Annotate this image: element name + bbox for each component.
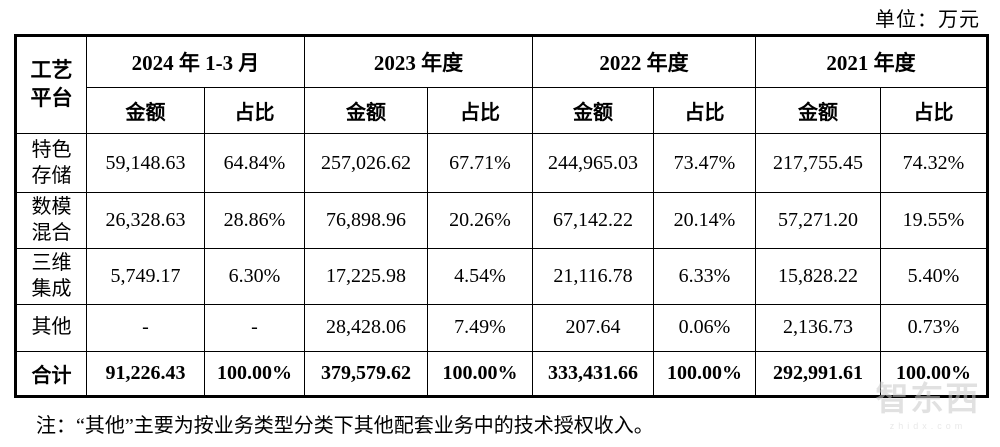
row-label: 三维集成 (15, 247, 87, 305)
table-cell: 57,271.20 (755, 192, 881, 249)
subheader-amount-2024: 金额 (86, 87, 205, 134)
table-cell: 100.00% (204, 350, 305, 397)
table-cell: 292,991.61 (755, 350, 881, 397)
table-row-other: 其他 - - 28,428.06 7.49% 207.64 0.06% 2,13… (15, 303, 988, 352)
table-cell: 20.26% (427, 192, 533, 249)
table-cell: 28.86% (204, 192, 305, 249)
col-group-2024-q1: 2024 年 1-3 月 (86, 35, 305, 88)
row-label: 其他 (15, 303, 87, 352)
table-cell: 64.84% (204, 133, 305, 193)
table-cell: 217,755.45 (755, 133, 881, 193)
table-cell: - (86, 303, 205, 352)
row-label: 特色存储 (15, 133, 87, 193)
table-cell: 20.14% (653, 192, 756, 249)
table-row-3d-integration: 三维集成 5,749.17 6.30% 17,225.98 4.54% 21,1… (15, 247, 988, 305)
table-cell: 17,225.98 (304, 247, 428, 305)
footnote: 注：“其他”主要为按业务类型分类下其他配套业务中的技术授权收入。 (36, 415, 654, 437)
watermark-domain: zhidx.com (889, 420, 967, 431)
table-cell: 2,136.73 (755, 303, 881, 352)
table-row-special-storage: 特色存储 59,148.63 64.84% 257,026.62 67.71% … (15, 133, 988, 193)
table-cell: 15,828.22 (755, 247, 881, 305)
table-cell: 100.00% (653, 350, 756, 397)
table-cell: 100.00% (427, 350, 533, 397)
table-row-total: 合计 91,226.43 100.00% 379,579.62 100.00% … (15, 350, 988, 397)
table-cell: - (204, 303, 305, 352)
table-cell: 67,142.22 (532, 192, 654, 249)
process-platform-revenue-table: 工艺平台 2024 年 1-3 月 2023 年度 2022 年度 2021 年… (14, 34, 989, 398)
table-cell: 333,431.66 (532, 350, 654, 397)
table-cell: 7.49% (427, 303, 533, 352)
subheader-amount-2021: 金额 (755, 87, 881, 134)
table-cell: 67.71% (427, 133, 533, 193)
table-cell: 0.06% (653, 303, 756, 352)
table-cell: 5.40% (880, 247, 988, 305)
subheader-ratio-2022: 占比 (653, 87, 756, 134)
table-cell: 26,328.63 (86, 192, 205, 249)
table-row-mixed-signal: 数模混合 26,328.63 28.86% 76,898.96 20.26% 6… (15, 192, 988, 249)
table-cell: 257,026.62 (304, 133, 428, 193)
table-cell: 73.47% (653, 133, 756, 193)
subheader-ratio-2023: 占比 (427, 87, 533, 134)
row-label-total: 合计 (15, 350, 87, 397)
subheader-ratio-2024: 占比 (204, 87, 305, 134)
table-cell: 74.32% (880, 133, 988, 193)
table-cell: 6.30% (204, 247, 305, 305)
table-cell: 244,965.03 (532, 133, 654, 193)
subheader-amount-2022: 金额 (532, 87, 654, 134)
table-cell: 6.33% (653, 247, 756, 305)
table-cell: 91,226.43 (86, 350, 205, 397)
table-cell: 379,579.62 (304, 350, 428, 397)
row-label: 数模混合 (15, 192, 87, 249)
table-cell: 100.00% (880, 350, 988, 397)
header-row-subheaders: 金额 占比 金额 占比 金额 占比 金额 占比 (16, 87, 988, 134)
col-group-2022: 2022 年度 (532, 35, 756, 88)
header-row-years: 工艺平台 2024 年 1-3 月 2023 年度 2022 年度 2021 年… (15, 35, 988, 134)
corner-header-process-platform: 工艺平台 (15, 35, 87, 134)
table-cell: 21,116.78 (532, 247, 654, 305)
table-cell: 4.54% (427, 247, 533, 305)
subheader-amount-2023: 金额 (304, 87, 428, 134)
table-cell: 59,148.63 (86, 133, 205, 193)
unit-label: 单位：万元 (875, 9, 980, 31)
col-group-2021: 2021 年度 (755, 35, 988, 88)
table-cell: 207.64 (532, 303, 654, 352)
table-cell: 5,749.17 (86, 247, 205, 305)
subheader-ratio-2021: 占比 (880, 87, 988, 134)
table-cell: 19.55% (880, 192, 988, 249)
table-cell: 76,898.96 (304, 192, 428, 249)
col-group-2023: 2023 年度 (304, 35, 533, 88)
table-cell: 0.73% (880, 303, 988, 352)
table-cell: 28,428.06 (304, 303, 428, 352)
